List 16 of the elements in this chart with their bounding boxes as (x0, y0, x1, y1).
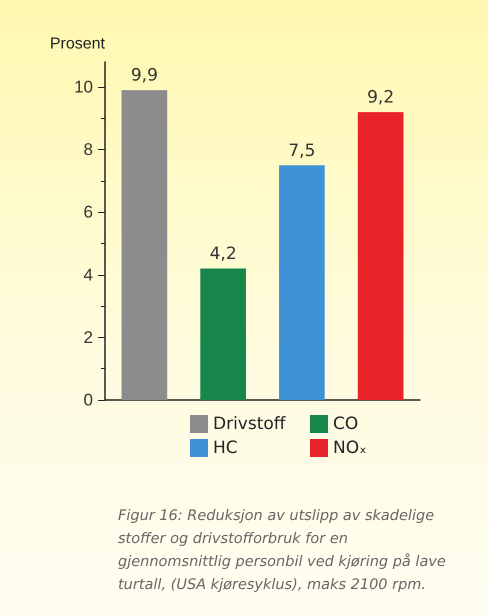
legend-label: CO (333, 414, 358, 434)
y-tick-label: 8 (84, 140, 93, 160)
text: Figur 16: Reduksjon av utslipp av skadelige stoffer og drivstofforbruk for en gjennomsnittlig personbil ved kjøring på lave turtall, (USA kjøresyklus), maks 2100 rpm. (118, 507, 447, 595)
legend-label: HC (213, 438, 238, 458)
y-tick-label: 2 (84, 328, 93, 347)
data-label: 7,5 (288, 140, 316, 161)
data-label: 9,9 (130, 66, 158, 86)
legend-label: NOₓ (333, 438, 367, 458)
y-tick-label: 0 (84, 390, 93, 410)
y-axis-title: Prosent (50, 36, 106, 52)
data-label: 4,2 (210, 244, 237, 264)
legend-label: Drivstoff (213, 414, 287, 434)
y-tick-label: 4 (84, 265, 93, 284)
y-tick-label: 10 (74, 78, 93, 97)
data-label: 9,2 (367, 88, 394, 108)
y-tick-label: 6 (84, 202, 93, 222)
